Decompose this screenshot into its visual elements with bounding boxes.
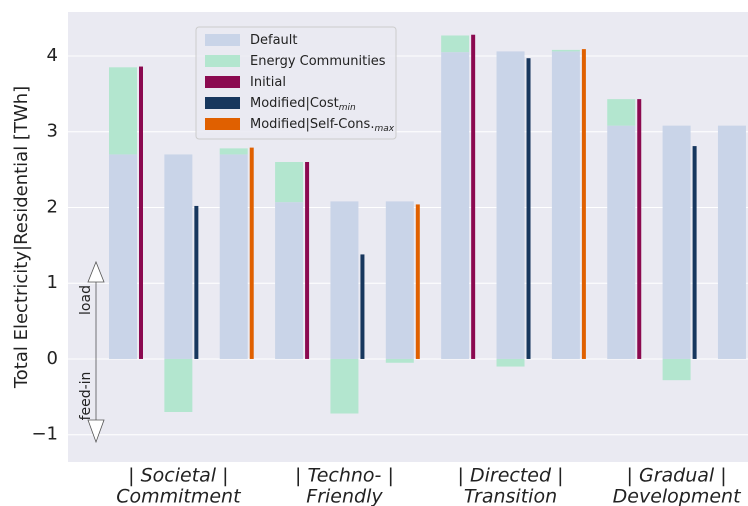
annotation: load: [78, 285, 94, 315]
group-label: | Gradual |: [627, 465, 727, 487]
legend-swatch: [205, 76, 240, 88]
bars: [109, 34, 746, 414]
default-bar: [717, 125, 746, 359]
y-axis-label: Total Electricity|Residential [TWh]: [11, 86, 32, 389]
legend-subscript: min: [339, 103, 356, 113]
group-label: Friendly: [306, 486, 383, 506]
energy-communities-bar: [662, 358, 691, 381]
total-bar: [139, 66, 143, 359]
legend-label: Initial: [250, 75, 286, 90]
default-bar: [164, 154, 193, 359]
default-bar: [607, 125, 636, 359]
legend-label: Default: [250, 33, 298, 48]
group-label: | Societal |: [128, 465, 228, 487]
legend-name: Modified|Cost: [250, 96, 339, 111]
legend-name: Energy Communities: [250, 54, 386, 69]
legend-name: Modified|Self-Cons.: [250, 117, 374, 132]
y-tick-label: −1: [31, 424, 58, 445]
total-bar: [471, 34, 476, 359]
legend-swatch: [205, 55, 240, 67]
group-label: | Directed |: [458, 465, 564, 487]
y-tick-label: 4: [47, 45, 58, 66]
default-bar: [496, 51, 525, 359]
energy-communities-bar: [219, 148, 248, 155]
legend-swatch: [205, 118, 240, 130]
energy-communities-bar: [441, 35, 470, 53]
total-bar: [360, 254, 365, 359]
group-label: Development: [613, 486, 742, 506]
total-bar: [249, 147, 254, 359]
energy-communities-bar: [607, 99, 636, 126]
total-bar: [581, 49, 586, 359]
energy-communities-bar: [551, 49, 580, 52]
legend-label: Modified|Self-Cons.max: [250, 117, 395, 134]
group-label: | Techno- |: [295, 465, 394, 487]
default-bar: [219, 154, 248, 359]
legend-label: Modified|Costmin: [250, 96, 356, 113]
y-tick-label: 3: [47, 121, 58, 142]
energy-communities-bar: [164, 358, 193, 412]
group-label: Commitment: [116, 486, 242, 506]
energy-communities-bar: [275, 162, 304, 203]
default-bar: [551, 51, 580, 359]
legend-subscript: max: [374, 124, 394, 134]
default-bar: [662, 125, 691, 359]
total-bar: [194, 205, 199, 359]
legend-swatch: [205, 97, 240, 109]
legend: Default Energy Communities Initial Modified…: [195, 26, 397, 140]
energy-communities-bar: [496, 358, 525, 367]
legend-box: [195, 26, 397, 140]
energy-communities-bar: [109, 67, 137, 155]
group-label: Transition: [464, 486, 557, 506]
default-bar: [441, 52, 470, 359]
total-bar: [415, 204, 420, 359]
legend-name: Initial: [250, 75, 286, 90]
legend-name: Default: [250, 33, 298, 48]
default-bar: [275, 202, 304, 359]
total-bar: [692, 146, 697, 359]
legend-swatch: [205, 34, 240, 46]
total-bar: [305, 162, 310, 359]
total-bar: [637, 99, 642, 359]
energy-communities-bar: [330, 358, 359, 414]
legend-label: Energy Communities: [250, 54, 386, 69]
energy-communities-bar: [385, 358, 414, 363]
total-bar: [526, 58, 531, 359]
y-tick-label: 1: [47, 272, 58, 293]
y-tick-label: 0: [47, 348, 58, 369]
default-bar: [385, 201, 414, 359]
load-arrow: [87, 260, 105, 444]
annotation: feed-in: [78, 372, 94, 421]
default-bar: [330, 201, 359, 359]
default-bar: [109, 154, 137, 359]
y-tick-label: 2: [47, 196, 58, 217]
